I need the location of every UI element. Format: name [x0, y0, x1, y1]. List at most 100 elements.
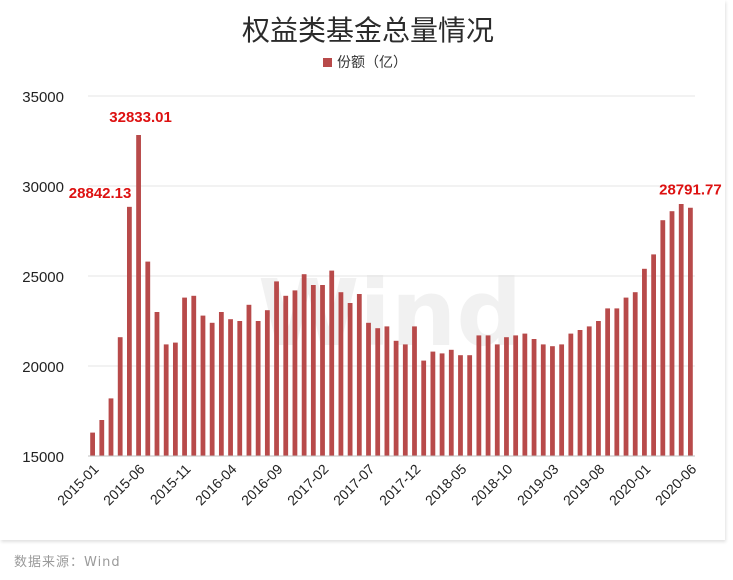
bar	[384, 326, 390, 456]
y-axis-ticks: 15000 20000 25000 30000 35000	[22, 89, 64, 466]
bar	[531, 339, 537, 456]
bar	[448, 349, 454, 456]
bars	[90, 135, 693, 457]
bar	[642, 268, 647, 456]
bar	[439, 353, 445, 456]
bar	[126, 206, 132, 456]
x-tick-label: 2018-10	[468, 461, 516, 509]
bar	[596, 321, 601, 456]
bar	[660, 220, 666, 456]
bar	[430, 351, 436, 456]
bar	[301, 274, 307, 456]
x-tick-label: 2020-01	[606, 461, 654, 509]
bar	[320, 285, 325, 456]
bar	[623, 297, 629, 456]
bar	[292, 290, 298, 456]
bar	[568, 333, 574, 456]
bar	[485, 335, 491, 456]
bar	[688, 207, 693, 456]
bar	[274, 281, 279, 456]
bar	[577, 330, 583, 456]
bar	[347, 303, 353, 456]
bar	[669, 211, 675, 456]
y-tick-label: 20000	[22, 359, 64, 376]
bar	[550, 346, 555, 456]
bar	[237, 321, 243, 456]
bar	[163, 344, 169, 456]
bar	[632, 292, 638, 456]
bar	[586, 326, 592, 456]
chart-title: 权益类基金总量情况	[242, 14, 494, 47]
bar	[540, 344, 546, 456]
bar	[375, 328, 381, 456]
x-tick-label: 2019-08	[560, 461, 608, 509]
legend-swatch	[323, 58, 332, 67]
bar	[310, 285, 316, 456]
data-label: 32833.01	[109, 109, 172, 126]
x-tick-label: 2017-07	[330, 461, 378, 509]
bar	[402, 344, 408, 456]
bar	[154, 312, 160, 456]
bar	[421, 360, 427, 456]
bar	[200, 315, 206, 456]
bar	[117, 337, 123, 456]
x-tick-label: 2017-02	[284, 461, 332, 509]
x-tick-label: 2020-06	[652, 461, 700, 509]
legend-label: 份额（亿）	[337, 55, 407, 71]
y-tick-label: 30000	[22, 179, 64, 196]
bar	[513, 335, 519, 456]
bar	[393, 340, 399, 456]
x-tick-label: 2017-12	[376, 461, 424, 509]
bar	[209, 322, 215, 456]
bar	[559, 344, 565, 456]
bar	[264, 310, 270, 456]
data-label: 28791.77	[659, 182, 722, 199]
bar	[145, 261, 151, 456]
x-tick-label: 2015-06	[100, 461, 148, 509]
bar	[99, 420, 105, 456]
bar	[283, 295, 289, 456]
data-label: 28842.13	[69, 185, 132, 202]
bar	[246, 304, 252, 456]
x-tick-label: 2019-03	[514, 461, 562, 509]
x-tick-label: 2016-04	[192, 461, 240, 509]
bar	[90, 432, 95, 456]
bar	[255, 321, 261, 456]
source-note: 数据来源：Wind	[14, 555, 121, 570]
bar	[366, 322, 371, 456]
y-tick-label: 35000	[22, 89, 64, 106]
bar	[467, 355, 473, 456]
bar	[605, 308, 611, 456]
bar	[136, 135, 141, 457]
bar	[458, 355, 463, 456]
bar	[218, 312, 224, 456]
chart-canvas: Wind 权益类基金总量情况 份额（亿） 1500020000250003000…	[22, 14, 722, 509]
bar	[614, 308, 620, 456]
bar	[522, 333, 528, 456]
bar	[172, 342, 178, 456]
bar	[329, 270, 335, 456]
data-labels: 28842.13 32833.01 28791.77	[69, 109, 722, 202]
bar	[228, 319, 233, 456]
y-tick-label: 15000	[22, 449, 64, 466]
x-tick-label: 2015-11	[147, 461, 194, 508]
bar	[678, 204, 684, 456]
bar	[338, 292, 344, 456]
bar	[651, 254, 657, 456]
bar	[191, 295, 197, 456]
x-tick-label: 2015-01	[54, 461, 102, 509]
bar	[356, 294, 362, 456]
bar	[494, 344, 500, 456]
legend: 份额（亿）	[323, 55, 407, 71]
bar	[412, 326, 417, 456]
bar	[476, 335, 482, 456]
bar	[182, 297, 187, 456]
bar	[504, 337, 509, 456]
y-tick-label: 25000	[22, 269, 64, 286]
gridlines	[88, 95, 695, 367]
x-tick-label: 2018-05	[422, 461, 470, 509]
bar	[108, 398, 114, 456]
x-tick-label: 2016-09	[238, 461, 286, 509]
chart-panel: Wind 权益类基金总量情况 份额（亿） 15000 20000 25000 3000…	[22, 14, 722, 509]
